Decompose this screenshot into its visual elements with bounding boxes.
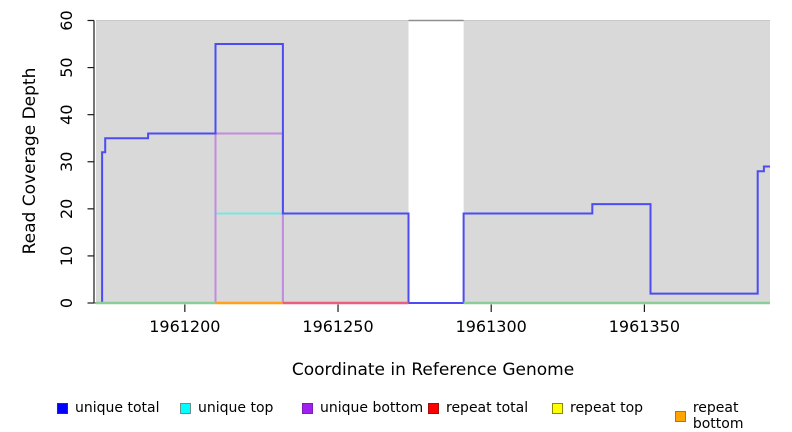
y-tick-label: 0: [57, 298, 76, 308]
x-tick-label: 1961250: [302, 317, 373, 336]
legend-swatch: [428, 402, 439, 414]
legend-swatch: [57, 402, 68, 414]
y-tick-label: 60: [57, 10, 76, 30]
x-tick-label: 1961350: [609, 317, 680, 336]
x-axis-title: Coordinate in Reference Genome: [291, 360, 575, 380]
legend-item-unique-top: unique top: [180, 400, 273, 416]
x-tick-label: 1961200: [149, 317, 220, 336]
y-tick-label: 40: [57, 104, 76, 124]
y-tick-label: 10: [57, 246, 76, 266]
legend-label: repeat top: [570, 400, 644, 416]
legend-swatch: [302, 402, 313, 414]
legend-label: unique bottom: [320, 400, 424, 416]
legend-swatch: [552, 402, 563, 414]
legend-item-repeat-bottom: repeat bottom: [675, 400, 792, 432]
legend-swatch: [675, 410, 686, 422]
legend-label: unique total: [75, 400, 160, 416]
y-tick-label: 20: [57, 199, 76, 219]
gap-region: [408, 20, 464, 303]
y-tick-label: 50: [57, 57, 76, 77]
legend-item-repeat-total: repeat total: [428, 400, 528, 416]
legend-label: unique top: [198, 400, 274, 416]
legend-item-repeat-top: repeat top: [552, 400, 643, 416]
legend-label: repeat bottom: [692, 400, 744, 432]
legend-label: repeat total: [446, 400, 529, 416]
x-tick-label: 1961300: [456, 317, 527, 336]
legend-item-unique-total: unique total: [57, 400, 159, 416]
series-unique-total: [96, 43, 770, 304]
legend-item-unique-bottom: unique bottom: [302, 400, 423, 416]
legend-swatch: [180, 402, 191, 414]
y-tick-label: 30: [57, 152, 76, 172]
